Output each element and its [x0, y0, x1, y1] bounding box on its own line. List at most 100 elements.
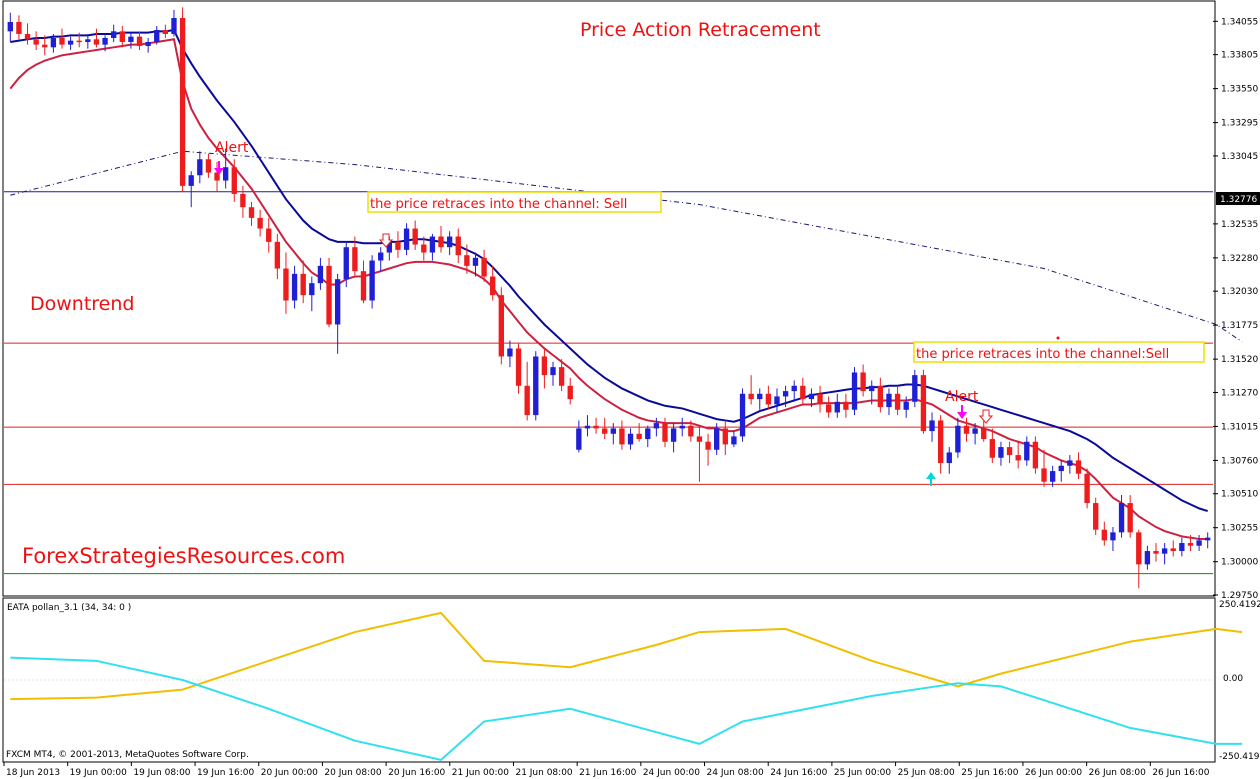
candle-body: [490, 276, 496, 296]
current-price-label: 1.32776: [1220, 195, 1257, 205]
candle-body: [197, 159, 203, 176]
buy-arrow-up-icon: [926, 472, 936, 486]
candle-body: [412, 228, 418, 245]
candle-body: [7, 21, 13, 32]
candle: [93, 28, 100, 48]
candle: [481, 249, 487, 282]
candle-body: [533, 356, 539, 416]
candle: [696, 425, 703, 482]
candle-body: [1153, 551, 1159, 554]
candle: [860, 364, 866, 397]
candle: [154, 25, 160, 45]
candle: [16, 15, 22, 40]
candle-body: [1127, 503, 1133, 533]
candle-body: [257, 217, 263, 229]
ema-channel: [9, 28, 1208, 541]
candle-body: [438, 236, 444, 248]
candle-body: [748, 393, 754, 400]
candle: [309, 276, 315, 312]
candle-body: [843, 401, 849, 410]
candle-body: [670, 428, 677, 442]
alert-arrow-down-icon: [214, 161, 224, 175]
candle: [800, 377, 806, 405]
candle-body: [1161, 548, 1168, 554]
candle: [748, 375, 754, 405]
x-tick-label: 20 Jun 00:00: [261, 768, 318, 778]
candle: [541, 348, 548, 389]
site-label: ForexStrategiesResources.com: [22, 544, 345, 568]
copyright-text: FXCM MT4, © 2001-2013, MetaQuotes Softwa…: [6, 750, 249, 760]
candle-body: [1006, 447, 1013, 456]
candle-body: [1118, 503, 1125, 533]
indicator-tick-top: 250.4192: [1219, 600, 1260, 610]
candle: [972, 423, 978, 445]
candle: [584, 415, 591, 437]
candle-body: [128, 36, 134, 42]
candle: [877, 377, 884, 413]
candle-body: [1058, 465, 1064, 472]
candle-body: [602, 428, 608, 434]
candle-body: [1144, 551, 1151, 565]
candle: [550, 361, 556, 386]
candle-body: [834, 401, 840, 413]
y-tick-label: 1.31015: [1221, 422, 1258, 432]
candle-body: [946, 452, 952, 464]
candle: [248, 201, 255, 226]
x-tick-label: 26 Jun 08:00: [1089, 768, 1146, 778]
candle: [929, 412, 935, 442]
candle-body: [541, 356, 548, 376]
candle-body: [817, 393, 823, 405]
candle: [1101, 521, 1107, 546]
candle-body: [93, 39, 100, 45]
candle-body: [851, 372, 858, 410]
candle-body: [515, 348, 522, 386]
candle-body: [627, 433, 634, 445]
candle-body: [162, 29, 169, 34]
candle-body: [782, 391, 789, 397]
y-tick-label: 1.33295: [1221, 119, 1258, 129]
candle-body: [291, 273, 298, 301]
candle: [869, 380, 875, 405]
candle: [188, 171, 194, 208]
candle: [1179, 537, 1185, 557]
candle-body: [136, 36, 143, 46]
candle: [24, 23, 31, 45]
candle: [963, 417, 970, 442]
y-tick-label: 1.33045: [1221, 152, 1258, 162]
candle: [85, 33, 91, 49]
candle-body: [1136, 532, 1142, 565]
candle: [42, 35, 48, 56]
candle-body: [722, 428, 728, 445]
candle-body: [464, 255, 470, 266]
candle: [421, 236, 427, 261]
candle-body: [619, 428, 625, 445]
candle: [300, 260, 306, 304]
candle-body: [800, 385, 806, 400]
y-tick-label: 1.30000: [1221, 558, 1258, 568]
candle-body: [696, 436, 703, 442]
candle: [214, 161, 220, 192]
candle: [714, 423, 720, 456]
candle-body: [714, 428, 720, 450]
candle-body: [1041, 468, 1047, 482]
candle-body: [111, 31, 117, 38]
candle: [679, 417, 685, 437]
candle: [111, 24, 117, 42]
candle: [136, 31, 143, 50]
candle-body: [59, 37, 65, 45]
candle: [1205, 532, 1211, 549]
candle: [1136, 529, 1142, 589]
candle: [774, 388, 780, 413]
candle: [731, 431, 737, 448]
candle-body: [154, 29, 160, 42]
candle: [145, 37, 151, 53]
time-axis: 18 Jun 2013 19 Jun 00:00 19 Jun 08:00 19 Ju…: [3, 762, 1210, 778]
candle-body: [42, 44, 48, 48]
candle: [903, 396, 909, 418]
candle-body: [989, 439, 996, 458]
x-tick-label: 19 Jun 16:00: [197, 768, 254, 778]
candle-body: [222, 167, 229, 181]
candle-body: [334, 279, 341, 325]
candle-body: [524, 385, 530, 416]
candle: [653, 417, 660, 437]
